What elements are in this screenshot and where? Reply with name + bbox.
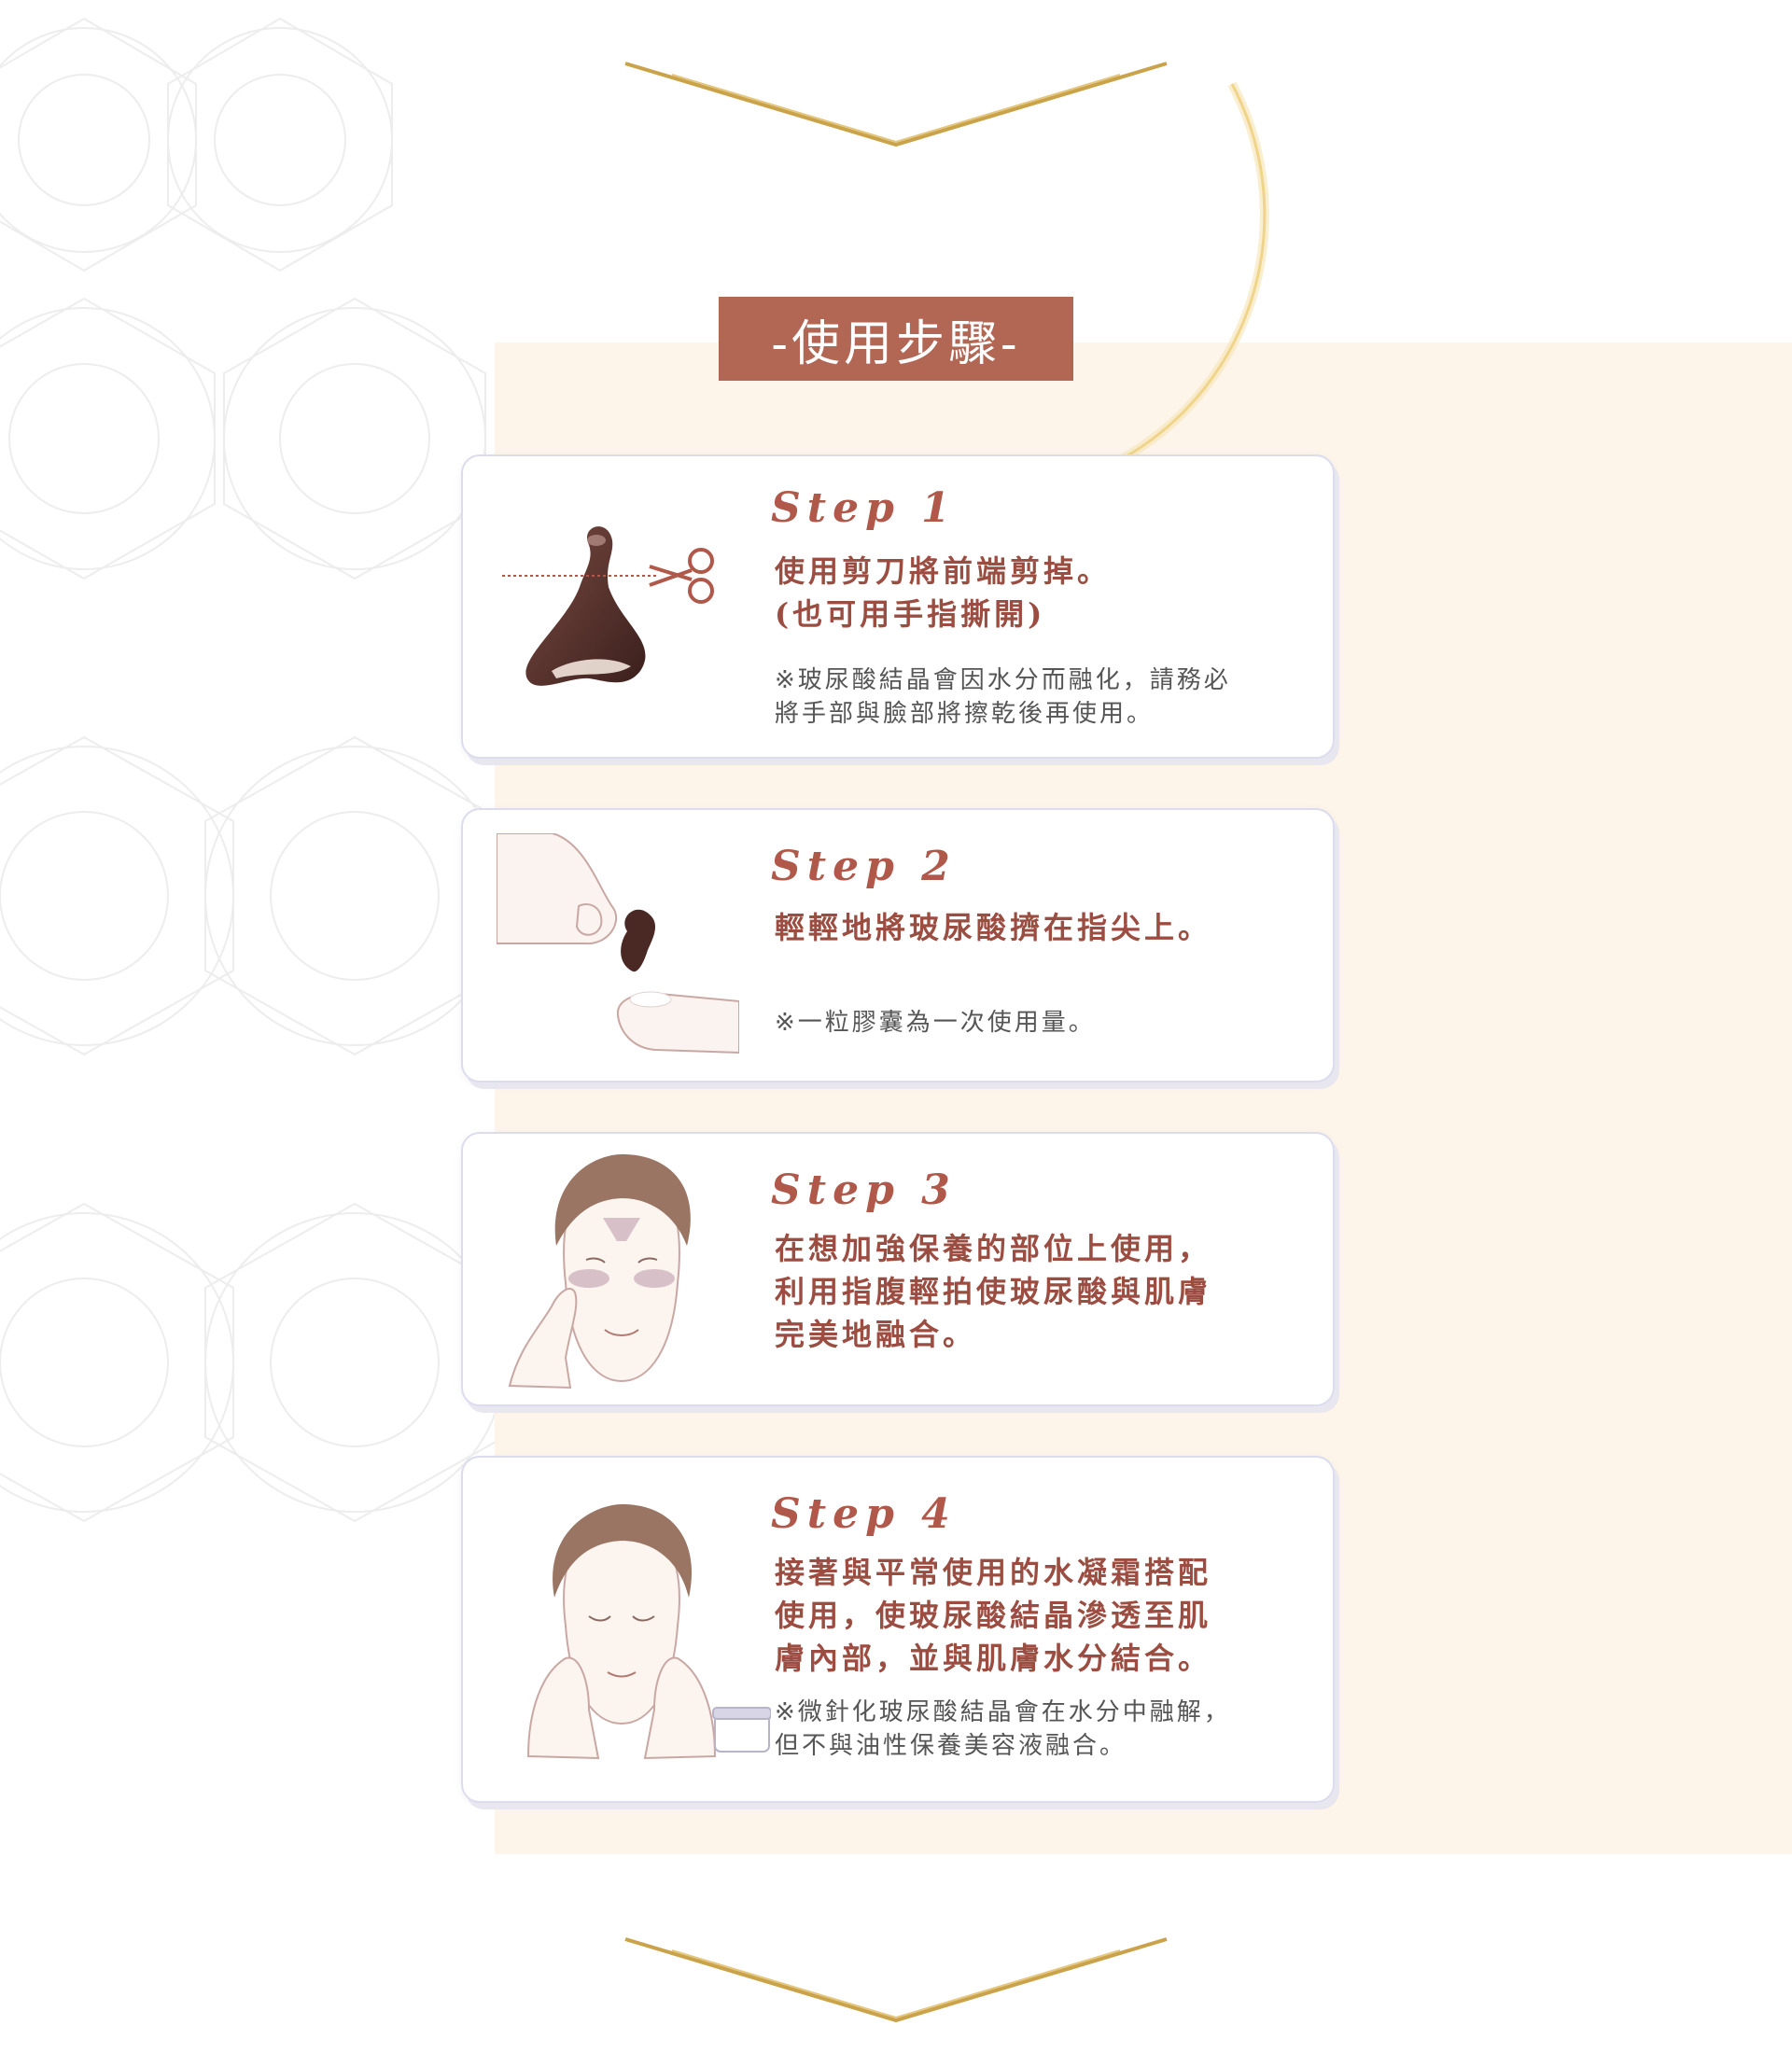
step-1-heading: Step 1 [771, 484, 957, 532]
face-hands-cream-jar-icon [526, 1503, 771, 1760]
step-3-body-line-3: 完美地融合。 [775, 1317, 977, 1352]
step-4-note: ※微針化玻尿酸結晶會在水分中融解， 但不與油性保養美容液融合。 [775, 1696, 1231, 1763]
step-2-heading: Step 2 [771, 843, 957, 890]
step-3-body: 在想加強保養的部位上使用， 利用指腹輕拍使玻尿酸與肌膚 完美地融合。 [775, 1227, 1211, 1356]
step-4-body-line-3: 膚內部，並與肌膚水分結合。 [775, 1641, 1212, 1676]
capsule-scissors-icon [500, 526, 714, 686]
step-1-note-line-1: ※玻尿酸結晶會因水分而融化，請務必 [775, 666, 1231, 694]
section-title: -使用步驟- [719, 297, 1073, 381]
step-4-note-line-2: 但不與油性保養美容液融合。 [775, 1732, 1127, 1760]
step-card-1: Step 1 使用剪刀將前端剪掉。 (也可用手指撕開) ※玻尿酸結晶會因水分而融… [461, 454, 1335, 759]
step-4-body-line-1: 接著與平常使用的水凝霜搭配 [775, 1555, 1212, 1590]
step-2-note-line-1: ※一粒膠囊為一次使用量。 [775, 1009, 1096, 1037]
gold-chevron-top [624, 62, 1168, 147]
step-1-body: 使用剪刀將前端剪掉。 (也可用手指撕開) [775, 550, 1111, 635]
fingertip-squeeze-icon [497, 833, 739, 1054]
step-4-body-line-2: 使用，使玻尿酸結晶滲透至肌 [775, 1598, 1212, 1633]
step-1-note-line-2: 將手部與臉部將擦乾後再使用。 [775, 700, 1155, 728]
step-3-body-line-1: 在想加強保養的部位上使用， [775, 1231, 1212, 1266]
step-2-body-line-1: 輕輕地將玻尿酸擠在指尖上。 [775, 910, 1212, 945]
step-3-body-line-2: 利用指腹輕拍使玻尿酸與肌膚 [775, 1274, 1212, 1309]
step-card-4: Step 4 接著與平常使用的水凝霜搭配 使用，使玻尿酸結晶滲透至肌 膚內部，並… [461, 1456, 1335, 1803]
step-card-3: Step 3 在想加強保養的部位上使用， 利用指腹輕拍使玻尿酸與肌膚 完美地融合… [461, 1132, 1335, 1406]
step-card-2: Step 2 輕輕地將玻尿酸擠在指尖上。 ※一粒膠囊為一次使用量。 [461, 808, 1335, 1082]
step-4-heading: Step 4 [771, 1490, 957, 1538]
step-3-heading: Step 3 [771, 1166, 957, 1214]
step-1-note: ※玻尿酸結晶會因水分而融化，請務必 將手部與臉部將擦乾後再使用。 [775, 663, 1231, 731]
step-4-body: 接著與平常使用的水凝霜搭配 使用，使玻尿酸結晶滲透至肌 膚內部，並與肌膚水分結合… [775, 1551, 1211, 1680]
step-2-note: ※一粒膠囊為一次使用量。 [775, 1006, 1096, 1040]
background-pattern [0, 17, 505, 1523]
gold-chevron-bottom [624, 1937, 1168, 2023]
step-1-body-line-2: (也可用手指撕開) [775, 596, 1046, 632]
face-pat-icon [508, 1153, 691, 1390]
step-1-body-line-1: 使用剪刀將前端剪掉。 [775, 553, 1112, 589]
step-2-body: 輕輕地將玻尿酸擠在指尖上。 [775, 906, 1211, 949]
step-4-note-line-1: ※微針化玻尿酸結晶會在水分中融解， [775, 1698, 1231, 1726]
